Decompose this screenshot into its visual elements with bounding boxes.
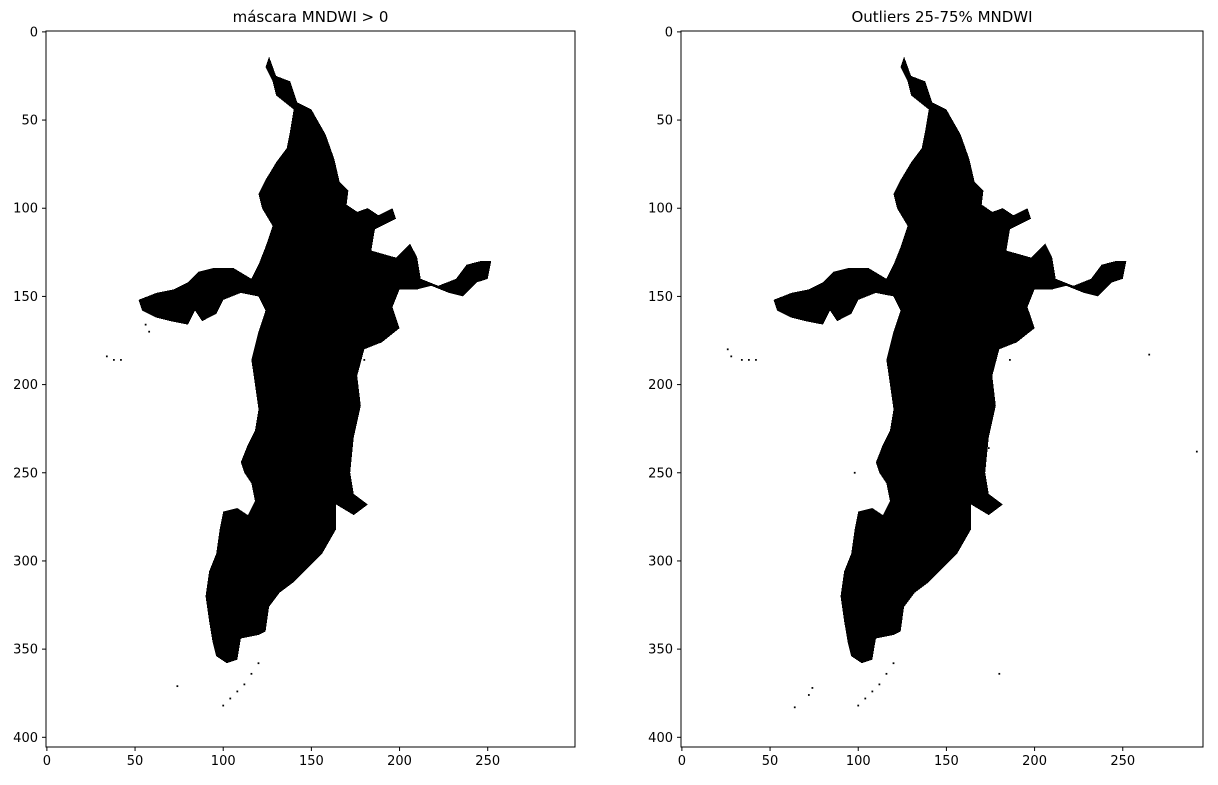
y-tick-label: 50 (21, 114, 38, 129)
mask-pixel (730, 355, 733, 358)
mask-pixel (793, 706, 796, 709)
mask-pixel (113, 359, 115, 361)
y-tick-label: 250 (13, 466, 38, 481)
mask-pixel (857, 704, 860, 707)
mask-pixel (148, 330, 151, 333)
x-tick-label: 250 (1110, 754, 1135, 769)
mask-pixel (250, 672, 253, 675)
water-mask-region (138, 56, 492, 664)
mask-pixel (878, 683, 881, 686)
mask-pixel (726, 348, 729, 351)
x-tick-label: 100 (846, 754, 871, 769)
axes-frame (45, 30, 576, 748)
mask-pixel (176, 685, 179, 688)
mask-pixel (740, 359, 743, 361)
mask-pixel (257, 662, 260, 665)
mask-pixel (871, 690, 874, 693)
y-tick-label: 0 (665, 25, 673, 40)
mask-pixel (1195, 450, 1198, 453)
left-panel-mask-mndwi: máscara MNDWI > 0 0 50 100 150 200 250 0 50 100 1… (13, 8, 576, 769)
x-tick-label: 0 (678, 754, 686, 769)
mask-pixel (853, 471, 856, 474)
x-tick-label: 150 (934, 754, 959, 769)
y-tick-label: 300 (648, 554, 673, 569)
axes-frame (680, 30, 1204, 748)
right-panel-outliers-mndwi: Outliers 25-75% MNDWI 0 50 100 150 200 250 0 50… (648, 8, 1204, 769)
right-panel-axes: 0 50 100 150 200 250 0 50 100 150 200 250 300 350 400 (648, 25, 1204, 769)
right-panel-plot-area (681, 31, 1203, 747)
x-tick-label: 250 (475, 754, 500, 769)
y-tick-label: 350 (13, 643, 38, 658)
mask-pixel (987, 447, 990, 449)
mask-pixel (222, 704, 225, 707)
x-tick-label: 200 (387, 754, 412, 769)
y-tick-label: 250 (648, 466, 673, 481)
y-tick-label: 150 (648, 290, 673, 305)
mask-pixel (363, 359, 366, 361)
left-panel-plot-area (46, 31, 575, 747)
mask-pixel (984, 464, 987, 467)
mask-pixel (755, 359, 757, 361)
mask-pixel (1148, 353, 1151, 356)
y-tick-label: 300 (13, 554, 38, 569)
y-tick-label: 0 (30, 25, 38, 40)
mask-pixel (105, 355, 108, 358)
y-tick-label: 100 (13, 202, 38, 217)
mask-pixel (885, 672, 888, 675)
mask-pixel (243, 683, 246, 686)
y-tick-label: 200 (13, 378, 38, 393)
x-tick-label: 100 (211, 754, 236, 769)
mask-pixel (229, 697, 232, 700)
y-tick-label: 200 (648, 378, 673, 393)
y-tick-label: 50 (656, 114, 673, 129)
mask-pixel (236, 690, 239, 693)
mask-pixel (892, 662, 895, 665)
mask-pixel (807, 694, 810, 696)
y-tick-label: 400 (13, 731, 38, 746)
right-panel-title: Outliers 25-75% MNDWI (851, 8, 1032, 26)
mask-pixel (144, 323, 147, 326)
y-tick-label: 400 (648, 731, 673, 746)
y-tick-label: 150 (13, 290, 38, 305)
mask-pixel (811, 687, 814, 689)
left-panel-axes: 0 50 100 150 200 250 0 50 100 150 200 250 300 350 400 (13, 25, 576, 769)
y-tick-label: 100 (648, 202, 673, 217)
left-panel-title: máscara MNDWI > 0 (233, 8, 389, 26)
x-tick-label: 50 (762, 754, 779, 769)
y-tick-label: 350 (648, 643, 673, 658)
mask-pixel (748, 359, 750, 361)
x-tick-label: 200 (1022, 754, 1047, 769)
mask-pixel (864, 697, 867, 700)
x-tick-label: 50 (127, 754, 144, 769)
x-tick-label: 150 (299, 754, 324, 769)
mask-pixel (1009, 359, 1011, 361)
x-tick-label: 0 (43, 754, 51, 769)
mask-pixel (998, 672, 1001, 675)
water-mask-region (773, 56, 1127, 664)
mask-pixel (120, 359, 122, 361)
